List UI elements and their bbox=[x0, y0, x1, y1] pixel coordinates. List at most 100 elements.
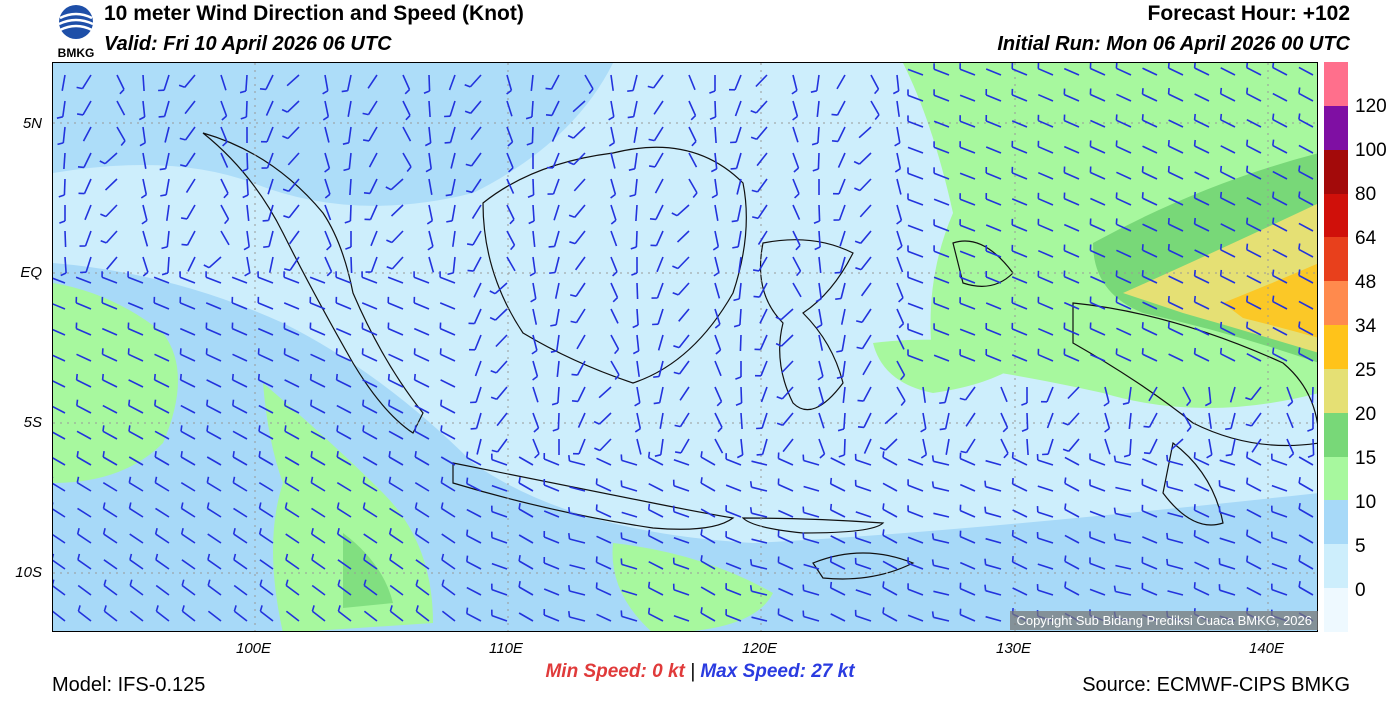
wind-barb bbox=[1063, 353, 1080, 362]
wind-barb-feather bbox=[259, 88, 267, 91]
wind-barb bbox=[985, 511, 1002, 518]
wind-barb bbox=[1142, 327, 1158, 336]
wind-barb bbox=[1063, 171, 1080, 180]
wind-barb-feather bbox=[1167, 63, 1170, 69]
wind-barb bbox=[466, 560, 482, 570]
wind-barb bbox=[1116, 327, 1132, 336]
wind-barb bbox=[818, 204, 821, 222]
wind-barb-feather bbox=[568, 533, 571, 540]
wind-barb-feather bbox=[386, 239, 393, 244]
wind-barb bbox=[751, 616, 768, 622]
lat-label-5n: 5N bbox=[22, 115, 42, 132]
wind-barb bbox=[933, 486, 950, 492]
wind-barb bbox=[336, 379, 352, 388]
wind-barb bbox=[818, 386, 825, 403]
wind-barb bbox=[882, 560, 898, 570]
wind-barb-feather bbox=[608, 142, 615, 147]
wind-barb bbox=[1272, 144, 1288, 154]
wind-barb bbox=[258, 379, 274, 388]
wind-barb-feather bbox=[717, 426, 723, 433]
wind-barb bbox=[965, 412, 976, 427]
wind-barb-feather bbox=[311, 553, 315, 560]
wind-barb-feather bbox=[76, 476, 80, 483]
wind-barb bbox=[1012, 587, 1028, 596]
wind-barb bbox=[830, 587, 846, 596]
wind-barb bbox=[1298, 300, 1314, 310]
wind-barb bbox=[155, 584, 170, 596]
wind-barb-feather bbox=[984, 558, 987, 565]
wind-barb-feather bbox=[1122, 402, 1129, 405]
wind-barb bbox=[207, 610, 222, 622]
wind-barb bbox=[778, 483, 794, 492]
wind-barb-feather bbox=[756, 453, 763, 456]
wind-barb-feather bbox=[1288, 453, 1295, 459]
wind-barb bbox=[714, 126, 717, 144]
wind-barb bbox=[1116, 301, 1132, 310]
wind-barb-feather bbox=[243, 246, 250, 251]
wind-barb bbox=[506, 256, 516, 272]
wind-barb-feather bbox=[751, 189, 758, 193]
wind-barb bbox=[700, 482, 716, 492]
wind-barb-feather bbox=[100, 239, 107, 244]
wind-barb-feather bbox=[570, 320, 577, 324]
wind-barb bbox=[755, 74, 768, 88]
wind-barb-feather bbox=[1246, 139, 1249, 146]
wind-barb bbox=[1116, 223, 1132, 232]
wind-barb bbox=[61, 74, 66, 91]
wind-barb bbox=[415, 584, 430, 596]
wind-barb bbox=[1167, 564, 1184, 570]
wind-barb-feather bbox=[1167, 88, 1170, 95]
colorbar-cell bbox=[1324, 456, 1348, 501]
wind-barb bbox=[153, 276, 170, 284]
wind-barb bbox=[128, 482, 144, 492]
wind-barb bbox=[855, 563, 872, 570]
wind-barb bbox=[781, 360, 794, 374]
wind-barb bbox=[1298, 482, 1314, 492]
wind-barb-feather bbox=[414, 450, 417, 458]
wind-barb-feather bbox=[855, 267, 862, 271]
wind-barb-feather bbox=[181, 243, 188, 246]
colorbar-cell bbox=[1324, 193, 1348, 238]
wind-barb bbox=[258, 430, 274, 440]
wind-barb-feather bbox=[141, 219, 148, 225]
wind-barb-feather bbox=[836, 350, 843, 353]
wind-barb bbox=[1142, 93, 1158, 102]
wind-barb bbox=[180, 456, 196, 466]
wind-barb-feather bbox=[466, 451, 469, 458]
wind-barb-feather bbox=[1141, 322, 1144, 329]
wind-barb-feather bbox=[634, 428, 641, 433]
wind-barb bbox=[449, 100, 456, 117]
wind-barb bbox=[1311, 386, 1314, 404]
colorbar-cell bbox=[1324, 368, 1348, 413]
wind-barb bbox=[751, 538, 768, 544]
wind-barb bbox=[1116, 67, 1132, 76]
wind-barb bbox=[1089, 588, 1106, 596]
wind-barb bbox=[232, 482, 248, 492]
wind-barb-feather bbox=[53, 579, 55, 586]
wind-barb bbox=[985, 537, 1002, 544]
wind-barb bbox=[803, 459, 820, 466]
wind-barb-feather bbox=[423, 90, 430, 95]
wind-barb-feather bbox=[181, 579, 185, 586]
wind-barb bbox=[440, 482, 456, 492]
wind-barb bbox=[284, 404, 300, 414]
wind-barb-feather bbox=[775, 316, 782, 321]
wind-barb-feather bbox=[232, 476, 236, 483]
wind-barb-feather bbox=[140, 194, 147, 199]
wind-barb-feather bbox=[336, 502, 340, 509]
wind-barb bbox=[759, 334, 768, 350]
wind-barb-feather bbox=[159, 167, 166, 171]
wind-barb-feather bbox=[1166, 532, 1169, 539]
wind-barb bbox=[751, 564, 768, 570]
wind-barb bbox=[258, 456, 274, 466]
wind-barb bbox=[1220, 197, 1236, 206]
wind-barb-feather bbox=[831, 140, 839, 143]
wind-barb bbox=[53, 328, 66, 336]
wind-barb bbox=[598, 386, 612, 399]
lon-label-120e: 120E bbox=[742, 640, 778, 657]
wind-barb bbox=[655, 230, 664, 246]
wind-barb-feather bbox=[829, 581, 833, 588]
wind-barb bbox=[1142, 249, 1158, 258]
wind-barb bbox=[288, 178, 300, 192]
wind-barb bbox=[578, 438, 586, 455]
